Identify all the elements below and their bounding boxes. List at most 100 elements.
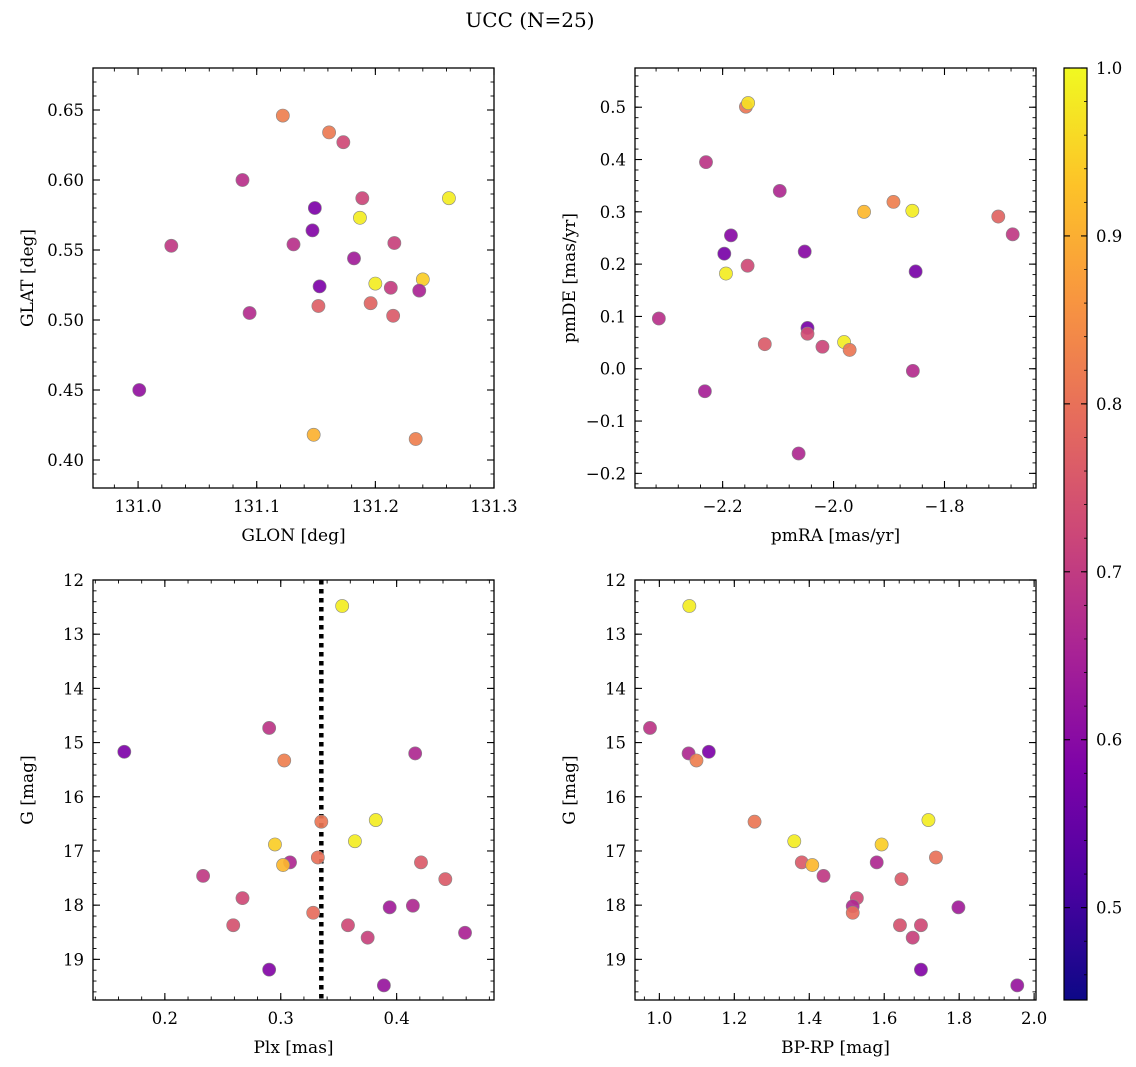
- plot-frame: [634, 67, 1037, 489]
- data-point: [438, 872, 453, 887]
- data-point: [268, 837, 282, 852]
- x-tick-label: 131.2: [352, 497, 399, 516]
- data-point: [914, 918, 928, 933]
- data-point: [347, 251, 361, 266]
- data-point: [905, 930, 920, 945]
- data-point: [306, 905, 321, 920]
- data-point: [442, 191, 456, 206]
- y-tick-label: 16: [605, 788, 626, 807]
- data-point: [386, 308, 401, 323]
- data-point: [348, 834, 362, 849]
- data-point: [740, 258, 755, 273]
- data-point: [797, 244, 812, 259]
- x-tick-label: 0.4: [384, 1009, 410, 1028]
- panel-lb: 131.0 131.1 131.2 131.3 0.40 0.45 0.50 0.55 0.60…: [18, 67, 518, 546]
- data-point: [717, 246, 732, 261]
- colorbar-tick-label: 0.5: [1096, 899, 1122, 918]
- data-point: [869, 855, 884, 870]
- data-point: [335, 599, 350, 613]
- x-tick-label: 1.6: [871, 1009, 897, 1028]
- data-point: [414, 855, 428, 870]
- data-point: [412, 283, 427, 298]
- panel-pm: −2.2 −2.0 −1.8 −0.2 −0.1 0.0 0.1 0.2 0.3 0.4 0.5 pm…: [560, 67, 1037, 546]
- data-point: [235, 173, 250, 187]
- data-point: [376, 978, 391, 993]
- data-point: [307, 201, 322, 215]
- data-point: [800, 326, 815, 341]
- data-point: [311, 299, 326, 313]
- y-tick-label: 0.2: [600, 255, 626, 274]
- y-tick-label: −0.1: [586, 412, 626, 431]
- data-point: [914, 962, 928, 977]
- y-tick-label: 14: [63, 679, 84, 698]
- y-tick-label: 0.0: [600, 360, 626, 379]
- data-point: [310, 850, 325, 865]
- y-tick-label: 12: [605, 571, 626, 590]
- y-tick-label: 0.1: [600, 307, 626, 326]
- colorbar: 0.5 0.6 0.7 0.8 0.9 1.0: [1063, 59, 1122, 1001]
- y-tick-label: 19: [63, 950, 84, 969]
- y-tick-label: 17: [63, 842, 84, 861]
- y-tick-label: 15: [605, 734, 626, 753]
- data-point: [701, 744, 716, 759]
- data-point: [322, 125, 336, 140]
- x-tick-label: 131.0: [114, 497, 161, 516]
- data-point: [305, 223, 320, 238]
- data-point: [697, 384, 712, 399]
- y-tick-label: 13: [63, 625, 84, 644]
- data-point: [314, 814, 329, 829]
- data-point: [262, 962, 277, 977]
- y-tick-label: 0.50: [47, 311, 84, 330]
- data-point: [816, 868, 831, 883]
- data-point: [747, 814, 762, 829]
- data-point: [893, 918, 907, 933]
- data-point: [929, 850, 943, 865]
- data-point: [164, 238, 179, 253]
- data-point: [132, 383, 147, 397]
- y-axis-label: pmDE [mas/yr]: [560, 213, 580, 343]
- data-point: [312, 279, 327, 294]
- y-tick-label: 0.40: [47, 451, 84, 470]
- plot-frame: [92, 67, 495, 489]
- data-point: [815, 339, 830, 354]
- data-point: [724, 228, 738, 243]
- y-tick-label: 0.45: [47, 381, 84, 400]
- x-tick-label: 0.2: [152, 1009, 178, 1028]
- y-tick-label: 0.60: [47, 171, 84, 190]
- colorbar-tick-label: 0.9: [1096, 227, 1122, 246]
- colorbar-tick-label: 1.0: [1096, 59, 1122, 78]
- data-point: [262, 721, 277, 735]
- panel-plx: 0.2 0.3 0.4 12 13 14 15 16 17 18 19 Plx [mas] G [mag…: [18, 571, 495, 1058]
- data-point: [235, 891, 250, 906]
- x-tick-label: −2.0: [814, 497, 854, 516]
- plot-frame: [92, 579, 495, 1001]
- colorbar-frame: [1063, 67, 1088, 1001]
- data-point: [894, 872, 909, 887]
- data-point: [991, 209, 1006, 224]
- figure-title: UCC (N=25): [465, 8, 594, 32]
- data-point: [857, 204, 871, 219]
- x-tick-label: −1.8: [924, 497, 964, 516]
- y-tick-label: 0.65: [47, 101, 84, 120]
- y-axis-label: G [mag]: [18, 755, 38, 824]
- y-tick-label: 0.4: [600, 151, 626, 170]
- panels: 131.0 131.1 131.2 131.30.400.450.500.550.60…: [18, 67, 1047, 1058]
- x-tick-label: 131.3: [470, 497, 517, 516]
- x-tick-label: 0.3: [268, 1009, 294, 1028]
- data-point: [643, 721, 657, 735]
- data-point: [805, 858, 820, 872]
- y-tick-label: 0.3: [600, 203, 626, 222]
- x-tick-label: 1.4: [796, 1009, 822, 1028]
- data-point: [368, 276, 383, 291]
- data-point: [842, 343, 857, 357]
- data-point: [276, 858, 290, 872]
- y-tick-label: 13: [605, 625, 626, 644]
- y-tick-label: 16: [63, 788, 84, 807]
- data-point: [874, 837, 889, 852]
- data-point: [405, 898, 420, 913]
- data-point: [355, 191, 370, 206]
- data-point: [408, 432, 423, 446]
- data-point: [791, 446, 806, 461]
- x-tick-label: 1.2: [721, 1009, 747, 1028]
- x-axis-label: GLON [deg]: [241, 526, 345, 546]
